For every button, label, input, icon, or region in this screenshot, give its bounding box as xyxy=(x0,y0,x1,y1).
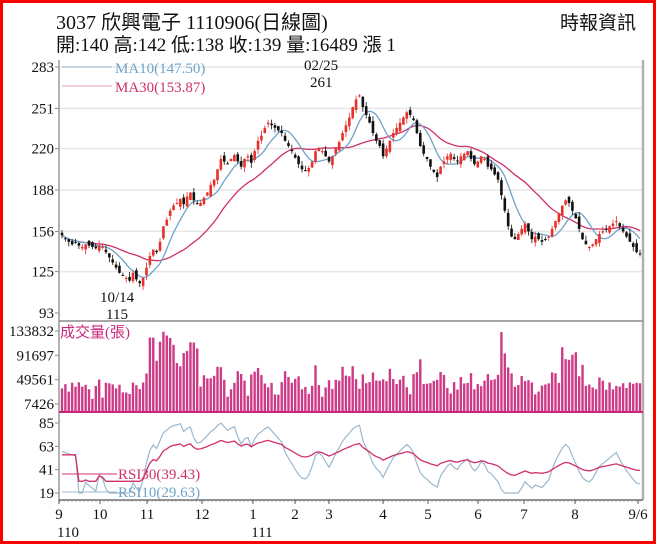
rsi-y-axis: 85 63 41 19 xyxy=(39,416,59,502)
x-tick-label: 8 xyxy=(571,507,579,523)
x-tick-label: 12 xyxy=(195,507,210,523)
volume-tick-label: 133832 xyxy=(9,324,54,340)
volume-label: 成交量(張) xyxy=(60,323,130,341)
x-tick-label: 3 xyxy=(325,507,333,523)
volume-tick-label: 49561 xyxy=(17,373,55,389)
rsi-tick-label: 19 xyxy=(39,486,54,502)
rsi30-line xyxy=(62,439,641,482)
volume-tick-label: 7426 xyxy=(24,397,55,413)
rsi10-line xyxy=(61,422,641,494)
rsi30-legend: RSI30(39.43) xyxy=(118,467,200,483)
volume-y-axis: 133832 91697 49561 7426 xyxy=(9,324,59,413)
price-tick-label: 251 xyxy=(32,101,55,117)
x-tick-label: 6 xyxy=(474,507,482,523)
high-date-annotation: 02/25 xyxy=(304,58,338,74)
chart-title: 3037 欣興電子 1110906(日線圖) xyxy=(56,12,328,34)
price-tick-label: 125 xyxy=(32,265,55,281)
x-tick-label: 5 xyxy=(424,507,432,523)
x-tick-label: 10 xyxy=(93,507,108,523)
volume-bars xyxy=(60,331,642,411)
rsi-tick-label: 41 xyxy=(39,463,54,479)
price-tick-label: 93 xyxy=(39,306,54,322)
price-tick-label: 220 xyxy=(32,142,55,158)
ma10-line xyxy=(61,110,641,279)
candlesticks xyxy=(60,94,642,291)
rsi-tick-label: 85 xyxy=(39,416,54,432)
price-y-axis: 283 251 220 188 156 125 93 xyxy=(32,60,59,322)
price-tick-label: 283 xyxy=(32,60,55,76)
volume-tick-label: 91697 xyxy=(17,348,55,364)
x-tick-label: 9 xyxy=(55,507,63,523)
price-tick-label: 188 xyxy=(32,183,55,199)
low-value-annotation: 115 xyxy=(106,307,128,323)
price-tick-label: 156 xyxy=(32,224,55,240)
x-tick-label: 11 xyxy=(140,507,154,523)
ohlc-stats: 開:140 高:142 低:138 收:139 量:16489 漲 1 xyxy=(56,35,396,56)
rsi-panel: 85 63 41 19 RSI30(39.43) RSI10(29.63) xyxy=(39,416,641,502)
ma30-line xyxy=(61,124,641,262)
brand-label: 時報資訊 xyxy=(559,13,636,34)
price-gridlines xyxy=(60,66,642,273)
low-date-annotation: 10/14 xyxy=(100,290,135,306)
x-tick-label: 2 xyxy=(291,507,299,523)
price-panel: 283 251 220 188 156 125 93 MA10(147.50) MA30(1… xyxy=(32,58,642,323)
x-tick-label: 9/6 xyxy=(628,507,648,523)
volume-panel: 133832 91697 49561 7426 成交量(張) xyxy=(9,323,642,413)
year-label: 110 xyxy=(57,525,79,541)
x-tick-label: 1 xyxy=(249,507,257,523)
rsi10-legend: RSI10(29.63) xyxy=(118,485,200,501)
high-value-annotation: 261 xyxy=(310,75,333,91)
x-tick-label: 7 xyxy=(520,507,528,523)
x-tick-label: 4 xyxy=(379,507,387,523)
year-label: 111 xyxy=(251,525,272,541)
rsi-tick-label: 63 xyxy=(39,439,54,455)
ma30-legend: MA30(153.87) xyxy=(115,80,205,96)
ma10-legend: MA10(147.50) xyxy=(115,61,205,77)
